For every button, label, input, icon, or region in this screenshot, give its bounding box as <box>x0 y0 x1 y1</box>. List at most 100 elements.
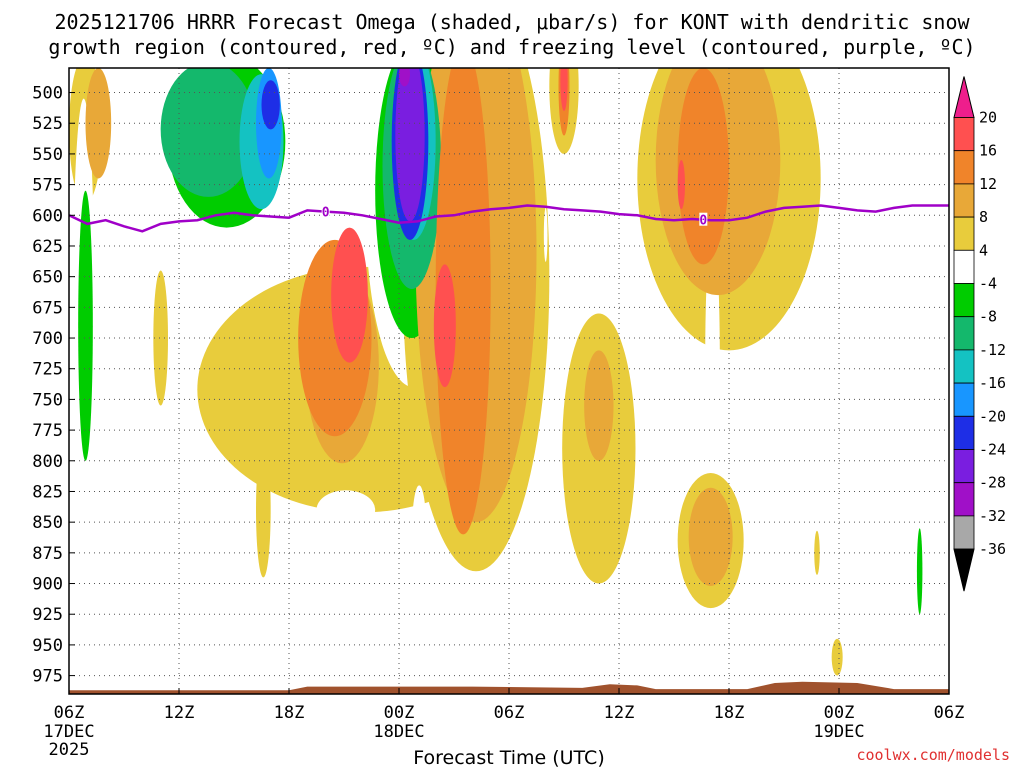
x-tick-label: 00Z <box>384 703 415 723</box>
y-tick-label: 850 <box>32 513 63 533</box>
omega-region <box>102 555 110 625</box>
omega-region <box>411 485 427 584</box>
omega-region <box>580 86 607 246</box>
colorbar-segment <box>953 449 975 484</box>
omega-shading <box>69 68 926 682</box>
omega-region <box>560 68 568 111</box>
x-tick-label: 06Z <box>934 703 965 723</box>
freezing-level: 00 <box>69 204 949 233</box>
credit-text: coolwx.com/models <box>856 746 1010 764</box>
y-tick-label: 825 <box>32 482 63 502</box>
y-tick-label: 600 <box>32 206 63 226</box>
omega-region <box>85 68 112 179</box>
colorbar-top-triangle <box>953 76 975 118</box>
chart-title-line2: growth region (contoured, red, ºC) and f… <box>48 35 975 59</box>
colorbar-segment <box>953 482 975 517</box>
omega-region <box>844 620 860 682</box>
colorbar-label: 8 <box>979 208 988 226</box>
chart-title-line1: 2025121706 HRRR Forecast Omega (shaded, … <box>54 10 970 34</box>
colorbar-label: -24 <box>979 441 1006 459</box>
colorbar-label: -28 <box>979 474 1006 492</box>
y-tick-label: 975 <box>32 667 63 687</box>
y-tick-label: 500 <box>32 84 63 104</box>
omega-region <box>558 374 563 429</box>
x-tick-date: 19DEC <box>813 722 864 742</box>
contour-label-bg <box>321 204 330 218</box>
y-tick-label: 550 <box>32 145 63 165</box>
y-tick-label: 625 <box>32 237 63 257</box>
colorbar-label: -4 <box>979 275 997 293</box>
x-tick-label: 18Z <box>274 703 305 723</box>
contour-label: 0 <box>322 206 330 221</box>
colorbar-label: -36 <box>979 540 1006 558</box>
omega-region <box>320 68 357 210</box>
y-tick-label: 775 <box>32 421 63 441</box>
grid <box>69 68 949 694</box>
omega-region <box>584 350 614 461</box>
x-tick-label: 12Z <box>164 703 195 723</box>
omega-region <box>261 80 280 130</box>
omega-region <box>256 442 271 578</box>
y-tick-label: 725 <box>32 360 63 380</box>
y-tick-label: 800 <box>32 452 63 472</box>
y-tick-label: 525 <box>32 114 63 134</box>
omega-region <box>160 68 256 197</box>
colorbar-segment <box>953 117 975 152</box>
colorbar-segment <box>953 249 975 284</box>
y-tick-label: 700 <box>32 329 63 349</box>
omega-region <box>688 487 733 586</box>
colorbar-label: 20 <box>979 109 997 127</box>
y-tick-label: 875 <box>32 544 63 564</box>
colorbar-label: -8 <box>979 308 997 326</box>
y-tick-label: 675 <box>32 298 63 318</box>
y-tick-label: 900 <box>32 575 63 595</box>
colorbar-segment <box>953 515 975 550</box>
colorbar-label: -12 <box>979 341 1006 359</box>
x-tick-date: 17DEC <box>43 722 94 742</box>
x-tick-label: 00Z <box>824 703 855 723</box>
colorbar-segment <box>953 283 975 318</box>
x-tick-label: 06Z <box>54 703 85 723</box>
omega-region <box>916 528 923 615</box>
colorbar-label: 16 <box>979 142 997 160</box>
y-tick-label: 575 <box>32 176 63 196</box>
x-tick-date: 18DEC <box>373 722 424 742</box>
colorbar-label: -16 <box>979 374 1006 392</box>
y-tick-label: 925 <box>32 605 63 625</box>
contour-label-bg <box>699 212 708 226</box>
omega-region <box>340 245 355 320</box>
colorbar-label: 4 <box>979 241 988 259</box>
colorbar-bottom-triangle <box>953 548 975 592</box>
omega-region <box>153 270 169 406</box>
colorbar-label: 12 <box>979 175 997 193</box>
y-axis: 500 525 550 575 600 625 650 675 700 725 750 775 800 8… <box>32 84 75 687</box>
omega-region <box>814 530 820 575</box>
colorbar-label: -32 <box>979 507 1006 525</box>
y-tick-label: 750 <box>32 390 63 410</box>
omega-region <box>677 160 685 210</box>
colorbar-segment <box>953 415 975 450</box>
omega-region <box>831 638 843 676</box>
omega-region <box>677 68 729 265</box>
x-axis-label: Forecast Time (UTC) <box>413 747 604 768</box>
x-tick-label: 12Z <box>604 703 635 723</box>
colorbar-segment <box>953 316 975 351</box>
freezing-level-line <box>69 204 949 233</box>
colorbar-segment <box>953 349 975 384</box>
colorbar-segment <box>953 382 975 417</box>
x-tick-label: 18Z <box>714 703 745 723</box>
colorbar-segment <box>953 183 975 218</box>
omega-region <box>316 490 376 530</box>
omega-region <box>543 207 548 262</box>
x-tick-label: 06Z <box>494 703 525 723</box>
omega-region <box>399 68 410 87</box>
colorbar-label: -20 <box>979 407 1006 425</box>
omega-region <box>78 190 93 461</box>
omega-region <box>395 68 425 222</box>
omega-region <box>441 288 449 351</box>
x-tick-year: 2025 <box>49 740 90 760</box>
colorbar-segment <box>953 216 975 251</box>
omega-region <box>705 227 720 498</box>
